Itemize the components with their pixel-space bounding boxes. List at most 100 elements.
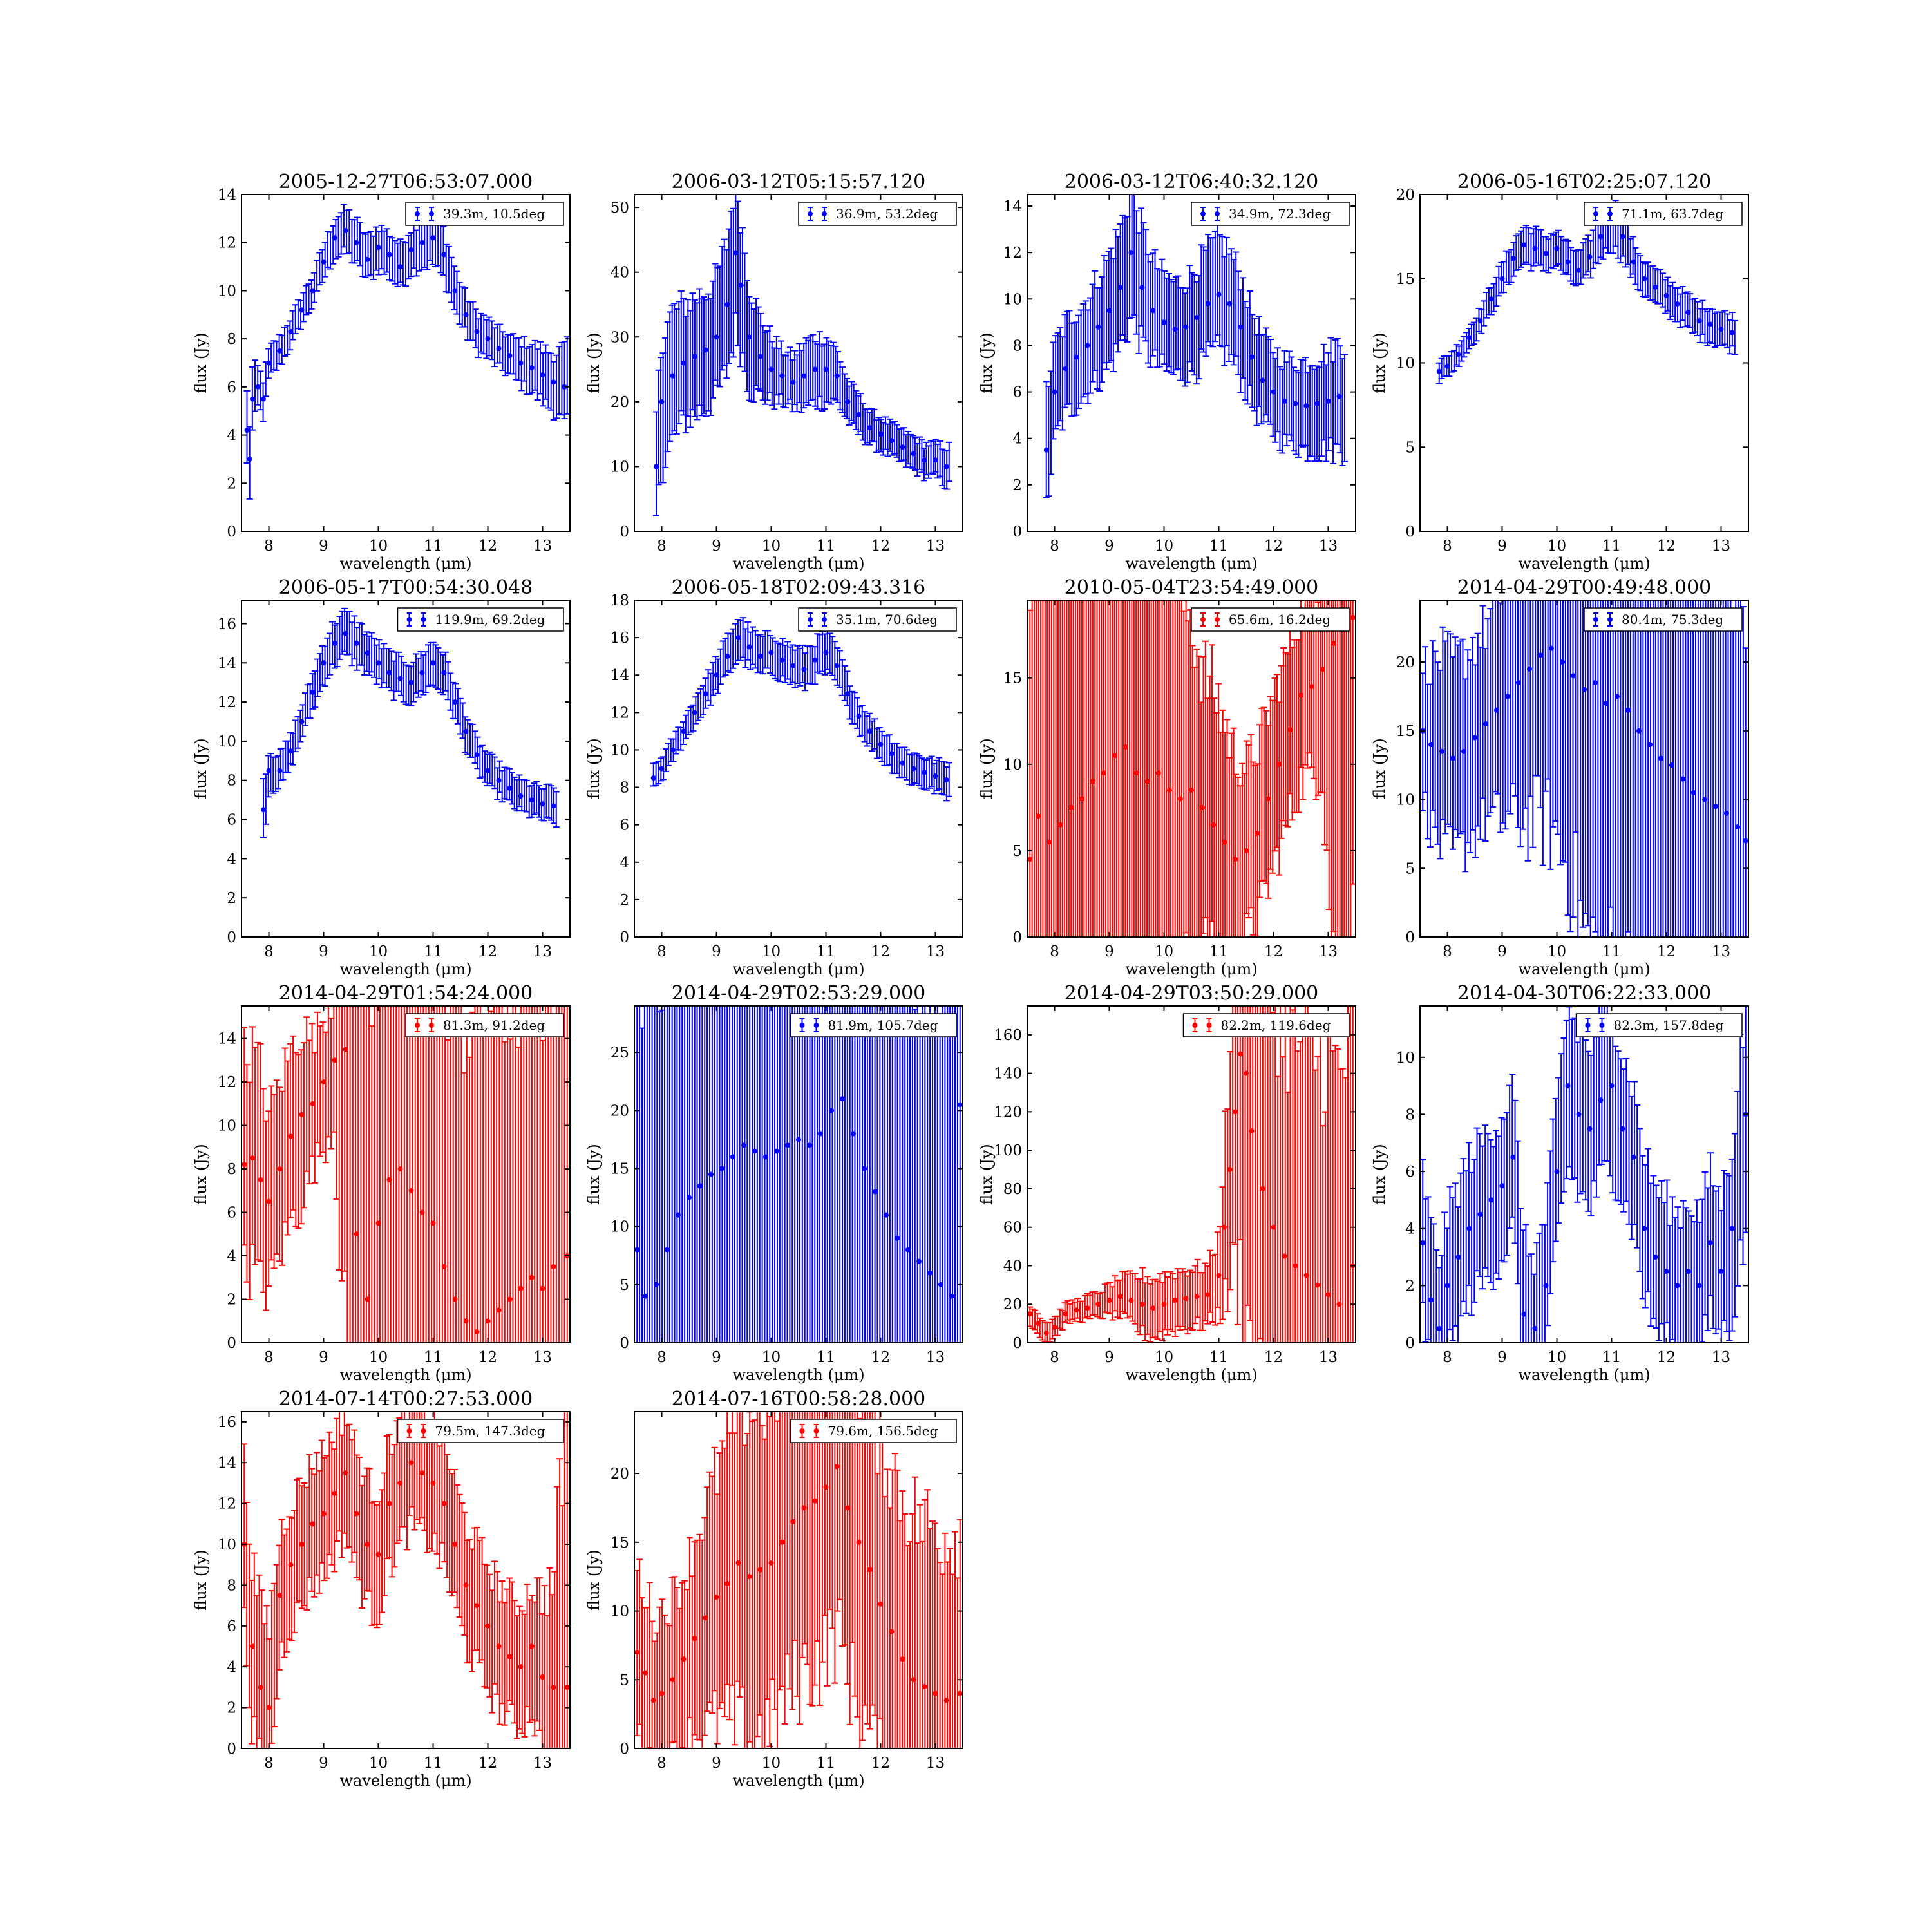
data-point xyxy=(1653,284,1658,290)
data-point xyxy=(375,245,381,251)
y-tick-label: 0 xyxy=(1405,929,1415,946)
data-point xyxy=(1095,324,1101,330)
data-point xyxy=(1718,327,1724,332)
data-point xyxy=(529,797,535,803)
y-tick-label: 4 xyxy=(1012,431,1022,448)
y-tick-label: 20 xyxy=(611,394,629,411)
x-tick-label: 8 xyxy=(1050,538,1059,554)
x-tick-label: 10 xyxy=(1548,943,1566,960)
data-point xyxy=(1303,403,1309,409)
data-point xyxy=(1156,770,1161,776)
data-point xyxy=(785,1142,790,1148)
data-point xyxy=(1560,659,1565,665)
x-tick-label: 11 xyxy=(817,538,835,554)
data-point xyxy=(496,1307,502,1313)
data-point xyxy=(365,650,370,656)
x-tick-label: 13 xyxy=(1319,943,1338,960)
data-point xyxy=(1642,276,1647,281)
plot-area xyxy=(1027,1006,1356,1343)
data-point xyxy=(1455,352,1461,357)
data-point xyxy=(1079,796,1084,802)
legend: 34.9m, 72.3deg xyxy=(1191,202,1350,226)
data-point xyxy=(1587,254,1593,260)
data-point xyxy=(266,360,272,366)
data-point xyxy=(1074,354,1079,360)
x-tick-label: 12 xyxy=(1657,943,1676,960)
data-point xyxy=(1211,822,1216,828)
data-point xyxy=(1724,810,1729,816)
legend: 119.9m, 69.2deg xyxy=(397,607,564,632)
plot-area xyxy=(1435,200,1738,384)
data-point xyxy=(1593,680,1598,686)
y-axis-label: flux (Jy) xyxy=(585,738,603,799)
subplot-8: 8 9 10 11 12 13 0 5 10 15 20 2014-04-29T00:49:48.00… xyxy=(1370,576,1749,978)
legend-label: 35.1m, 70.6deg xyxy=(836,612,938,627)
y-tick-label: 0 xyxy=(227,1335,236,1352)
data-point xyxy=(659,399,665,404)
data-point xyxy=(1325,399,1331,404)
y-tick-label: 30 xyxy=(611,329,629,346)
data-point xyxy=(757,354,763,359)
data-point xyxy=(375,660,381,666)
data-point xyxy=(1276,761,1282,767)
data-point xyxy=(1565,259,1571,265)
data-point xyxy=(1134,770,1139,776)
data-point xyxy=(1265,796,1271,802)
subplot-title: 2005-12-27T06:53:07.000 xyxy=(279,171,533,193)
data-point xyxy=(321,1079,327,1085)
y-tick-label: 10 xyxy=(611,742,629,759)
data-point xyxy=(1647,742,1653,748)
data-point xyxy=(878,431,884,437)
data-point xyxy=(1713,804,1718,810)
legend-marker xyxy=(1200,211,1206,216)
data-point xyxy=(397,676,403,681)
data-point xyxy=(692,354,697,359)
y-tick-label: 8 xyxy=(227,331,236,348)
data-point xyxy=(719,1166,724,1171)
y-tick-label: 0 xyxy=(620,929,629,946)
data-point xyxy=(529,365,535,370)
subplot-6: 8 9 10 11 12 13 0 2 4 6 8 10 12 14 16 18 2006-05-18T02:0… xyxy=(585,576,963,978)
data-point xyxy=(1436,368,1442,374)
x-tick-label: 11 xyxy=(1602,943,1621,960)
data-point xyxy=(354,640,359,646)
y-axis-label: flux (Jy) xyxy=(192,332,210,393)
y-tick-label: 10 xyxy=(1003,757,1022,773)
data-point xyxy=(911,451,916,457)
data-point xyxy=(1249,354,1255,360)
data-point xyxy=(277,348,283,354)
y-tick-label: 14 xyxy=(218,1031,236,1048)
y-tick-label: 6 xyxy=(1012,384,1022,401)
x-tick-label: 11 xyxy=(1209,943,1228,960)
data-point xyxy=(288,328,294,334)
legend-marker xyxy=(1200,617,1206,622)
x-tick-label: 13 xyxy=(533,943,552,960)
axes-frame xyxy=(634,194,963,532)
data-point xyxy=(540,1285,545,1291)
data-point xyxy=(1669,762,1674,768)
data-point xyxy=(1729,330,1735,336)
data-point xyxy=(321,660,327,666)
subplot-10: 8 9 10 11 12 13 0 5 10 15 20 25 2014-04-29T02:53:29.… xyxy=(585,982,963,1384)
x-tick-label: 11 xyxy=(424,943,442,960)
y-tick-label: 4 xyxy=(227,428,236,444)
data-point xyxy=(277,768,283,773)
y-tick-label: 20 xyxy=(1396,654,1415,671)
data-point xyxy=(1145,779,1150,784)
x-tick-label: 13 xyxy=(926,1349,945,1366)
data-point xyxy=(1222,839,1227,845)
legend-label: 81.9m, 105.7deg xyxy=(828,1018,938,1033)
plot-area xyxy=(634,1006,963,1343)
data-point xyxy=(1178,796,1183,802)
plot-area xyxy=(653,194,952,516)
axes-frame xyxy=(1027,600,1356,938)
data-point xyxy=(1336,393,1342,399)
x-tick-label: 8 xyxy=(264,943,274,960)
axes-frame xyxy=(241,194,571,532)
data-point xyxy=(310,1101,316,1106)
y-tick-label: 15 xyxy=(1396,271,1415,288)
legend-marker xyxy=(429,211,434,216)
data-point xyxy=(895,1235,900,1241)
data-point xyxy=(1331,641,1336,647)
